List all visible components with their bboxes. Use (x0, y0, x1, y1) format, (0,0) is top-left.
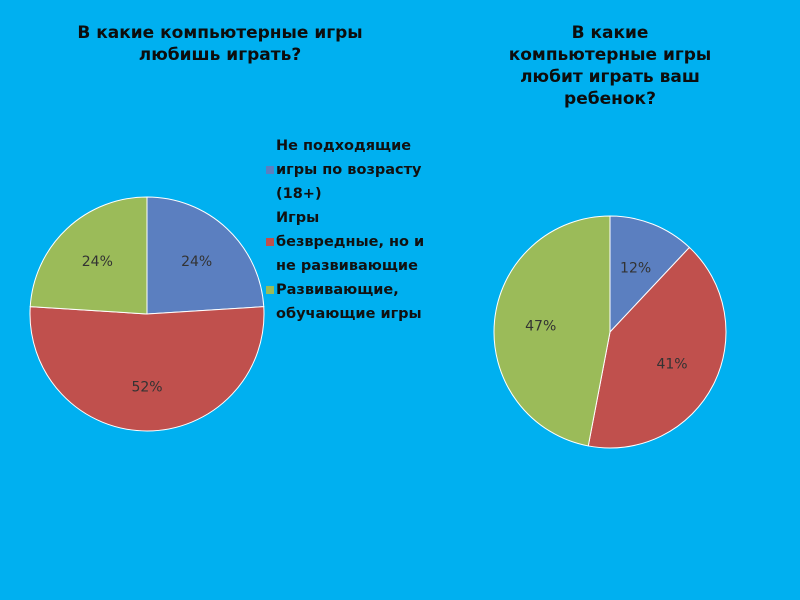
legend-item: Игры безвредные, но и не развивающие (262, 206, 462, 278)
legend-label-line: (18+) (276, 186, 322, 202)
slice-data-label: 24% (181, 254, 212, 270)
legend-label-line: безвредные, но и (276, 234, 425, 250)
pie-chart-left: 24% 52% 24% (29, 196, 265, 432)
legend-item: Развивающие, обучающие игры (262, 278, 462, 326)
slice-data-label: 47% (525, 318, 556, 334)
legend-label-line: не развивающие (276, 258, 418, 274)
legend: Не подходящие игры по возрасту (18+) Игры бе… (262, 134, 462, 326)
square-marker-icon (266, 238, 274, 246)
legend-label-line: игры по возрасту (276, 162, 422, 178)
pie-slice (587, 246, 727, 449)
legend-label-line: Игры (276, 210, 320, 226)
pie-slice (146, 196, 265, 315)
slice-data-label: 12% (620, 260, 651, 276)
slice-data-label: 52% (131, 380, 162, 396)
pie-slice (609, 215, 691, 334)
title-line: В какие (571, 23, 649, 43)
chart-title-right: В какие компьютерные игры любит играть ваш… (470, 22, 750, 110)
slice-data-label: 41% (656, 357, 687, 373)
pie-slice (29, 196, 148, 315)
legend-item: Не подходящие игры по возрасту (18+) (262, 134, 462, 206)
pie-slice (493, 215, 611, 447)
legend-label-line: обучающие игры (276, 306, 422, 322)
slice-data-label: 24% (82, 254, 113, 270)
pie-chart-right: 12% 41% 47% (493, 215, 727, 449)
legend-label-line: Не подходящие (276, 138, 412, 154)
legend-label-line: Развивающие, (276, 282, 399, 298)
chart-title-left: В какие компьютерные игры любишь играть? (40, 22, 400, 66)
title-line: любит играть ваш (520, 67, 700, 87)
title-line: В какие компьютерные игры (77, 23, 363, 43)
square-marker-icon (266, 166, 274, 174)
title-line: компьютерные игры (508, 45, 712, 65)
square-marker-icon (266, 286, 274, 294)
pie-slice (29, 306, 265, 432)
title-line: любишь играть? (138, 45, 302, 65)
title-line: ребенок? (564, 89, 656, 109)
